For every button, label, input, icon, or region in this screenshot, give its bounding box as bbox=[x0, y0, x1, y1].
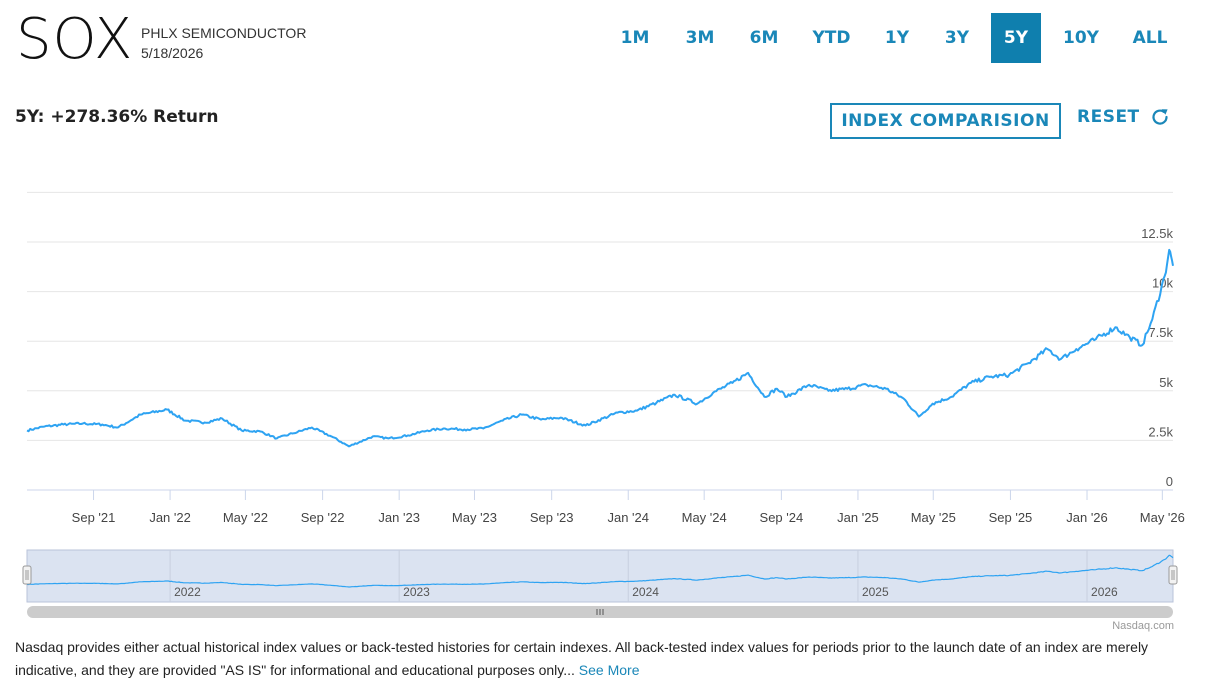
x-tick-label: May '24 bbox=[682, 510, 727, 525]
refresh-icon[interactable] bbox=[1149, 106, 1171, 128]
range-button-5y[interactable]: 5Y bbox=[991, 13, 1041, 63]
navigator-series-line bbox=[26, 554, 1174, 588]
x-tick-label: May '22 bbox=[223, 510, 268, 525]
index-symbol: SOX bbox=[16, 7, 134, 72]
index-date: 5/18/2026 bbox=[141, 45, 204, 61]
x-tick-label: Sep '24 bbox=[760, 510, 804, 525]
range-button-1y[interactable]: 1Y bbox=[884, 28, 910, 48]
y-tick-label: 5k bbox=[1159, 375, 1173, 390]
range-button-3m[interactable]: 3M bbox=[685, 28, 715, 48]
x-tick-label: Sep '25 bbox=[989, 510, 1033, 525]
reset-button[interactable]: RESET bbox=[1077, 107, 1140, 127]
y-tick-label: 0 bbox=[1166, 474, 1173, 489]
disclaimer: Nasdaq provides either actual historical… bbox=[15, 636, 1205, 682]
x-tick-label: Sep '21 bbox=[72, 510, 116, 525]
range-button-all[interactable]: ALL bbox=[1132, 28, 1168, 48]
range-button-1m[interactable]: 1M bbox=[620, 28, 650, 48]
x-tick-label: May '25 bbox=[911, 510, 956, 525]
return-summary: 5Y: +278.36% Return bbox=[15, 107, 219, 127]
y-tick-label: 12.5k bbox=[1141, 226, 1173, 241]
range-button-3y[interactable]: 3Y bbox=[944, 28, 970, 48]
series-line bbox=[26, 248, 1174, 448]
x-tick-label: Sep '22 bbox=[301, 510, 345, 525]
see-more-link[interactable]: See More bbox=[578, 662, 640, 678]
navigator-year-label: 2026 bbox=[1091, 585, 1118, 599]
x-tick-label: Jan '25 bbox=[837, 510, 879, 525]
navigator-year-label: 2024 bbox=[632, 585, 659, 599]
x-tick-label: Jan '23 bbox=[378, 510, 420, 525]
range-button-6m[interactable]: 6M bbox=[749, 28, 779, 48]
x-tick-label: Jan '24 bbox=[607, 510, 649, 525]
chart-credits[interactable]: Nasdaq.com bbox=[1112, 620, 1174, 632]
y-tick-label: 7.5k bbox=[1148, 325, 1173, 340]
x-tick-label: Jan '26 bbox=[1066, 510, 1108, 525]
navigator-year-label: 2022 bbox=[174, 585, 201, 599]
navigator-handle-right[interactable] bbox=[1168, 565, 1178, 585]
range-button-10y[interactable]: 10Y bbox=[1063, 28, 1099, 48]
index-name: PHLX SEMICONDUCTOR bbox=[141, 25, 307, 41]
range-navigator[interactable]: 2022 2023 2024 2025 2026 bbox=[0, 545, 1221, 623]
x-tick-label: May '26 bbox=[1140, 510, 1185, 525]
navigator-year-label: 2023 bbox=[403, 585, 430, 599]
x-tick-label: May '23 bbox=[452, 510, 497, 525]
navigator-handle-left[interactable] bbox=[22, 565, 32, 585]
navigator-year-label: 2025 bbox=[862, 585, 889, 599]
disclaimer-text: Nasdaq provides either actual historical… bbox=[15, 639, 1149, 678]
range-button-ytd[interactable]: YTD bbox=[812, 28, 851, 48]
y-tick-label: 2.5k bbox=[1148, 424, 1173, 439]
x-tick-label: Jan '22 bbox=[149, 510, 191, 525]
x-tick-label: Sep '23 bbox=[530, 510, 574, 525]
index-comparison-button[interactable]: INDEX COMPARISION bbox=[830, 103, 1061, 139]
